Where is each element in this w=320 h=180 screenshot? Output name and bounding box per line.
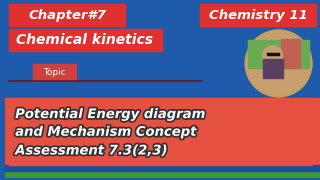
Bar xyxy=(9,4,125,26)
Circle shape xyxy=(263,46,283,65)
Text: Potential Energy diagram: Potential Energy diagram xyxy=(15,108,206,121)
Bar xyxy=(5,171,320,178)
Bar xyxy=(5,98,320,178)
Circle shape xyxy=(248,33,309,94)
Bar xyxy=(9,29,162,51)
Bar xyxy=(9,98,312,165)
Text: Chapter#7: Chapter#7 xyxy=(28,9,106,22)
Bar xyxy=(248,40,309,68)
Text: Topic: Topic xyxy=(43,68,66,77)
Circle shape xyxy=(245,30,312,97)
Bar xyxy=(263,58,283,78)
Text: Assessment 7.3(2,3): Assessment 7.3(2,3) xyxy=(15,144,168,158)
Bar xyxy=(200,4,316,26)
Text: Chemical kinetics: Chemical kinetics xyxy=(16,33,154,47)
Bar xyxy=(281,39,300,68)
Text: Chemistry 11: Chemistry 11 xyxy=(209,9,308,22)
Bar xyxy=(5,165,320,171)
Bar xyxy=(33,64,76,80)
Text: and Mechanism Concept: and Mechanism Concept xyxy=(15,126,197,139)
